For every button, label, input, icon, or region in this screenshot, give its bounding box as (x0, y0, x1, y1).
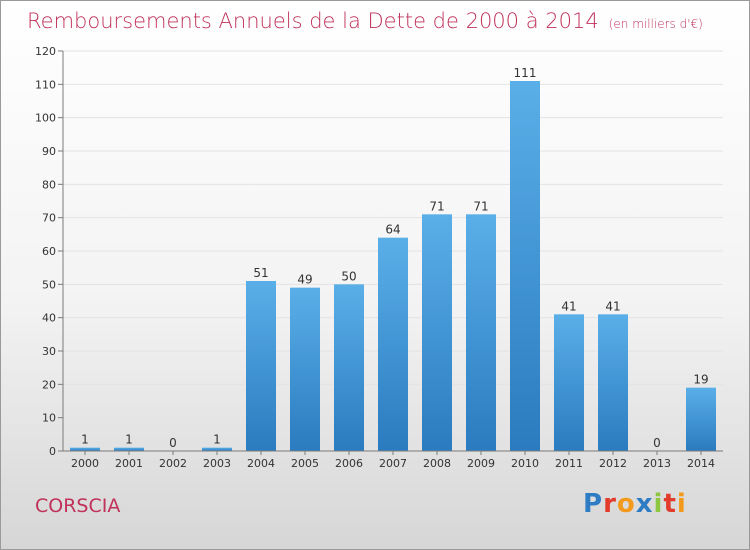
x-tick-label-2009: 2009 (467, 457, 495, 470)
x-tick-label-2005: 2005 (291, 457, 319, 470)
proxiti-logo: Proxiti (583, 489, 687, 519)
bar-2001 (114, 447, 144, 451)
data-label-2007: 64 (385, 223, 400, 237)
x-tick-label-2010: 2010 (511, 457, 539, 470)
x-tick-label-2006: 2006 (335, 457, 363, 470)
bar-2010 (510, 81, 540, 451)
y-tick-label: 100 (35, 112, 56, 125)
x-tick-label-2001: 2001 (115, 457, 143, 470)
bar-2005 (290, 287, 320, 451)
y-tick-label: 80 (42, 178, 56, 191)
data-label-2005: 49 (297, 273, 312, 287)
y-tick-label: 90 (42, 145, 56, 158)
bar-2012 (598, 314, 628, 451)
y-tick-label: 0 (49, 445, 56, 458)
data-label-2014: 19 (693, 373, 708, 387)
y-tick-label: 50 (42, 278, 56, 291)
bar-2000 (70, 447, 100, 451)
y-tick-label: 20 (42, 378, 56, 391)
x-tick-label-2000: 2000 (71, 457, 99, 470)
bars (70, 81, 716, 451)
data-label-2008: 71 (429, 199, 444, 213)
chart-title-text: Remboursements Annuels de la Dette de 20… (27, 9, 599, 33)
data-label-2003: 1 (213, 433, 221, 447)
data-label-2006: 50 (341, 269, 356, 283)
data-label-2004: 51 (253, 266, 268, 280)
data-label-2010: 111 (514, 66, 537, 80)
bar-2006 (334, 284, 364, 451)
bar-2014 (686, 387, 716, 451)
x-tick-label-2004: 2004 (247, 457, 275, 470)
data-label-2001: 1 (125, 433, 133, 447)
y-tick-label: 60 (42, 245, 56, 258)
x-tick-label-2012: 2012 (599, 457, 627, 470)
data-label-2009: 71 (473, 199, 488, 213)
y-tick-label: 120 (35, 45, 56, 58)
x-tick-label-2011: 2011 (555, 457, 583, 470)
bar-2008 (422, 214, 452, 451)
x-tick-label-2003: 2003 (203, 457, 231, 470)
x-tick-label-2007: 2007 (379, 457, 407, 470)
bar-2011 (554, 314, 584, 451)
data-label-2011: 41 (561, 299, 576, 313)
bar-2004 (246, 281, 276, 451)
data-label-2000: 1 (81, 433, 89, 447)
y-tick-label: 70 (42, 212, 56, 225)
bar-2009 (466, 214, 496, 451)
unit-label: (en milliers d'€) (608, 17, 703, 31)
y-tick-label: 30 (42, 345, 56, 358)
data-label-2002: 0 (169, 436, 177, 450)
bar-2007 (378, 237, 408, 451)
data-label-2012: 41 (605, 299, 620, 313)
data-label-2013: 0 (653, 436, 661, 450)
y-tick-label: 110 (35, 78, 56, 91)
chart-title: Remboursements Annuels de la Dette de 20… (27, 9, 703, 33)
labels: 0102030405060708090100110120120001200102… (35, 45, 715, 470)
bar-2003 (202, 447, 232, 451)
y-tick-label: 10 (42, 412, 56, 425)
y-tick-label: 40 (42, 312, 56, 325)
x-tick-label-2002: 2002 (159, 457, 187, 470)
axes (58, 50, 723, 455)
x-tick-label-2008: 2008 (423, 457, 451, 470)
x-tick-label-2014: 2014 (687, 457, 715, 470)
x-tick-label-2013: 2013 (643, 457, 671, 470)
commune-name: CORSCIA (35, 495, 121, 517)
